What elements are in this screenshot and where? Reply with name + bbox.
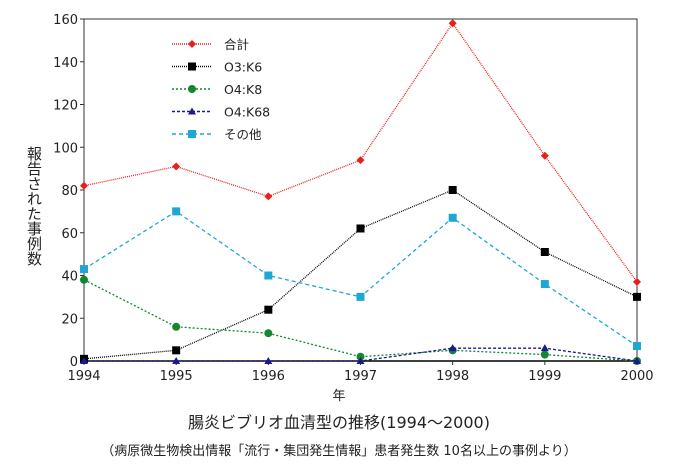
series-4: [80, 207, 641, 351]
x-tick-label: 1995: [160, 369, 193, 384]
legend-label: O3:K6: [224, 60, 262, 75]
y-tick-label: 60: [61, 227, 78, 242]
y-tick-label: 40: [61, 270, 78, 285]
y-tick-label: 120: [53, 99, 78, 114]
data-point: [633, 342, 641, 351]
legend-item: 合計: [172, 37, 249, 52]
series-line: [83, 22, 638, 283]
x-tick-label: 1996: [252, 369, 285, 384]
data-point: [356, 352, 365, 361]
data-point: [264, 329, 273, 338]
data-point: [356, 156, 365, 165]
data-point: [448, 19, 457, 28]
legend-marker: [188, 130, 196, 138]
data-point: [264, 192, 273, 201]
legend-item: O4:K8: [172, 82, 262, 97]
data-point: [540, 151, 549, 160]
chart-title: 腸炎ビブリオ血清型の推移(1994～2000): [188, 413, 490, 432]
legend-label: O4:K8: [224, 82, 262, 97]
data-point: [448, 344, 457, 352]
data-point: [172, 357, 181, 364]
data-point: [540, 280, 549, 289]
series-0: [80, 19, 641, 286]
y-tick-label: 0: [70, 355, 78, 370]
data-point: [633, 277, 641, 286]
data-point: [80, 357, 88, 364]
x-tick-label: 1997: [344, 369, 377, 384]
legend-marker: [188, 107, 196, 115]
data-point: [356, 292, 365, 301]
data-point: [633, 292, 641, 301]
x-axis-label: 年: [332, 389, 346, 404]
data-point: [80, 265, 88, 274]
data-point: [540, 247, 549, 256]
data-point: [264, 357, 273, 364]
legend-item: その他: [172, 127, 262, 142]
data-point: [172, 162, 181, 171]
data-point: [172, 207, 181, 216]
data-point: [172, 346, 181, 355]
data-point: [448, 186, 457, 194]
x-tick-label: 1998: [436, 369, 469, 384]
y-tick-label: 100: [53, 141, 78, 156]
legend-item: O3:K6: [172, 60, 262, 75]
x-tick-label: 1999: [528, 369, 561, 384]
y-tick-label: 20: [61, 312, 78, 327]
legend-label: 合計: [224, 37, 249, 52]
y-tick-label: 160: [53, 13, 78, 28]
plot-frame: [83, 18, 638, 362]
data-point: [356, 357, 365, 364]
chart-subtitle: （病原微生物検出情報「流行・集団発生情報」患者発生数 10名以上の事例より）: [101, 444, 577, 459]
data-point: [448, 213, 457, 222]
series-line: [83, 189, 638, 360]
legend-label: O4:K68: [224, 105, 270, 120]
x-tick-label: 2000: [620, 369, 653, 384]
data-point: [80, 275, 88, 284]
legend-marker: [188, 85, 196, 93]
y-axis-label: 報告された事例数: [25, 146, 43, 266]
data-point: [264, 305, 273, 314]
data-point: [172, 322, 181, 331]
series-3: [80, 344, 641, 364]
data-point: [633, 357, 641, 364]
data-point: [80, 181, 88, 190]
legend-label: その他: [224, 127, 262, 142]
y-tick-label: 80: [61, 184, 78, 199]
x-tick-label: 1994: [67, 369, 100, 384]
data-point: [540, 344, 549, 352]
legend-marker: [188, 62, 196, 71]
legend-item: O4:K68: [172, 105, 270, 120]
series-1: [80, 186, 641, 363]
legend-marker: [188, 40, 196, 48]
y-tick-label: 140: [53, 56, 78, 71]
data-point: [540, 350, 549, 359]
data-point: [264, 271, 273, 280]
line-chart: 0 20 40 60 80 100 120 140 160 1994 1995 1996 1997 199…: [53, 13, 653, 384]
data-point: [356, 224, 365, 233]
